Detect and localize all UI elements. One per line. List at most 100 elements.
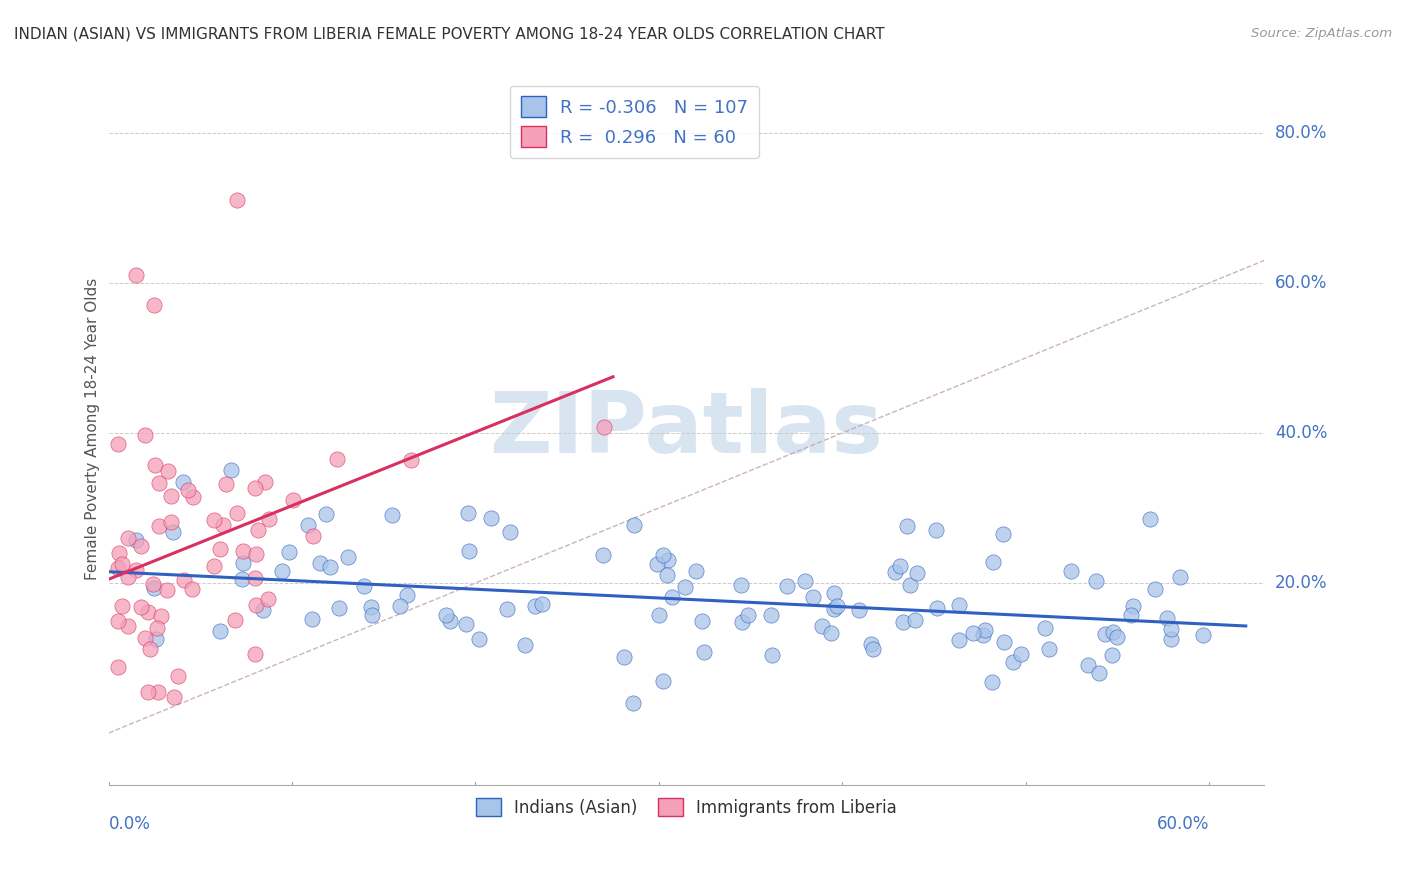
- Point: [761, 648, 783, 662]
- Point: [125, 533, 148, 548]
- Point: [513, 638, 536, 652]
- Point: [308, 556, 330, 570]
- Point: [257, 511, 280, 525]
- Point: [673, 580, 696, 594]
- Point: [1038, 641, 1060, 656]
- Point: [458, 543, 481, 558]
- Point: [139, 642, 162, 657]
- Point: [648, 608, 671, 623]
- Point: [202, 513, 225, 527]
- Point: [117, 531, 139, 545]
- Point: [246, 523, 269, 537]
- Point: [243, 648, 266, 662]
- Point: [898, 577, 921, 591]
- Point: [1010, 647, 1032, 661]
- Point: [226, 506, 249, 520]
- Point: [1077, 658, 1099, 673]
- Text: 20.0%: 20.0%: [1275, 574, 1327, 592]
- Point: [146, 685, 169, 699]
- Point: [146, 621, 169, 635]
- Point: [328, 601, 350, 615]
- Point: [737, 607, 759, 622]
- Point: [891, 615, 914, 629]
- Point: [457, 506, 479, 520]
- Point: [156, 582, 179, 597]
- Point: [107, 561, 129, 575]
- Point: [775, 579, 797, 593]
- Point: [149, 609, 172, 624]
- Point: [107, 614, 129, 628]
- Text: 60.0%: 60.0%: [1157, 815, 1209, 833]
- Point: [592, 419, 614, 434]
- Text: 60.0%: 60.0%: [1275, 274, 1327, 292]
- Point: [177, 483, 200, 497]
- Point: [326, 451, 349, 466]
- Point: [794, 574, 817, 589]
- Point: [389, 599, 412, 613]
- Point: [823, 586, 845, 600]
- Text: INDIAN (ASIAN) VS IMMIGRANTS FROM LIBERIA FEMALE POVERTY AMONG 18-24 YEAR OLDS C: INDIAN (ASIAN) VS IMMIGRANTS FROM LIBERI…: [14, 27, 884, 42]
- Point: [148, 475, 170, 490]
- Point: [621, 696, 644, 710]
- Point: [381, 508, 404, 522]
- Point: [270, 564, 292, 578]
- Point: [245, 547, 267, 561]
- Point: [1060, 564, 1083, 578]
- Point: [136, 685, 159, 699]
- Point: [232, 556, 254, 570]
- Point: [993, 635, 1015, 649]
- Point: [434, 608, 457, 623]
- Y-axis label: Female Poverty Among 18-24 Year Olds: Female Poverty Among 18-24 Year Olds: [86, 278, 100, 581]
- Point: [111, 558, 134, 572]
- Point: [993, 526, 1015, 541]
- Point: [232, 544, 254, 558]
- Point: [129, 600, 152, 615]
- Point: [1101, 648, 1123, 662]
- Point: [399, 452, 422, 467]
- Text: Source: ZipAtlas.com: Source: ZipAtlas.com: [1251, 27, 1392, 40]
- Point: [117, 618, 139, 632]
- Point: [655, 568, 678, 582]
- Point: [117, 570, 139, 584]
- Point: [107, 546, 129, 560]
- Point: [1121, 608, 1143, 623]
- Point: [162, 690, 184, 705]
- Point: [1088, 666, 1111, 681]
- Point: [592, 549, 614, 563]
- Point: [167, 669, 190, 683]
- Point: [1107, 630, 1129, 644]
- Point: [142, 577, 165, 591]
- Point: [761, 607, 783, 622]
- Point: [107, 437, 129, 451]
- Point: [613, 650, 636, 665]
- Point: [948, 632, 970, 647]
- Point: [657, 552, 679, 566]
- Point: [848, 603, 870, 617]
- Point: [927, 600, 949, 615]
- Point: [172, 475, 194, 490]
- Point: [827, 599, 849, 614]
- Point: [145, 632, 167, 647]
- Point: [823, 602, 845, 616]
- Point: [319, 559, 342, 574]
- Point: [353, 579, 375, 593]
- Point: [395, 588, 418, 602]
- Point: [281, 492, 304, 507]
- Point: [136, 605, 159, 619]
- Point: [468, 632, 491, 647]
- Point: [820, 626, 842, 640]
- Point: [1084, 574, 1107, 588]
- Point: [143, 458, 166, 473]
- Point: [252, 602, 274, 616]
- Point: [1122, 599, 1144, 613]
- Point: [524, 599, 547, 613]
- Point: [226, 194, 249, 208]
- Point: [1139, 512, 1161, 526]
- Point: [651, 548, 673, 562]
- Point: [360, 600, 382, 615]
- Point: [215, 477, 238, 491]
- Point: [531, 598, 554, 612]
- Point: [202, 558, 225, 573]
- Point: [905, 566, 928, 580]
- Point: [1094, 627, 1116, 641]
